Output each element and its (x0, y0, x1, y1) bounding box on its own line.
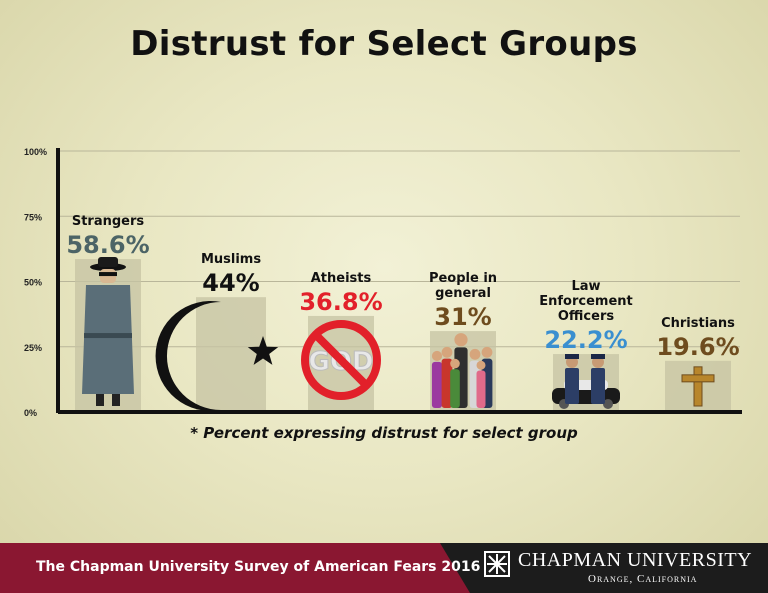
survey-title: The Chapman University Survey of America… (36, 559, 481, 575)
grid-lines (58, 150, 740, 348)
category-label: People in (429, 271, 497, 286)
axes: 0% 25% 50% 75% 100% (24, 147, 742, 418)
no-god-sign-icon: GOD (301, 320, 381, 400)
footer-band (0, 543, 470, 593)
svg-text:GOD: GOD (308, 347, 373, 377)
category-label: Enforcement (539, 294, 633, 309)
crescent-star-icon (155, 301, 279, 412)
value-label: 22.2% (544, 326, 627, 354)
category-label: Christians (661, 316, 735, 331)
chart-title: Distrust for Select Groups (130, 24, 638, 64)
footnote: * Percent expressing distrust for select… (190, 424, 578, 442)
y-tick-label: 0% (24, 408, 37, 418)
data-labels: 58.6% Strangers 44% Muslims 36.8% Atheists 31%… (66, 214, 739, 361)
category-label: Atheists (311, 271, 372, 286)
spy-figure-icon (82, 257, 134, 406)
category-label: general (435, 286, 491, 301)
y-tick-label: 100% (24, 147, 47, 157)
y-tick-label: 25% (24, 343, 42, 353)
category-label: Officers (558, 309, 614, 324)
category-label: Strangers (72, 214, 145, 229)
category-label: Law (571, 279, 600, 294)
value-label: 36.8% (299, 288, 382, 316)
value-label: 19.6% (656, 333, 739, 361)
crowd-people-icon (431, 333, 493, 408)
value-label: 44% (202, 269, 259, 297)
university-name: CHAPMAN UNIVERSITY (518, 549, 753, 571)
bar (196, 297, 266, 412)
university-logo-icon (484, 551, 510, 577)
y-tick-label: 50% (24, 278, 42, 288)
police-car-icon (552, 354, 620, 409)
bar-icons: GOD (82, 257, 715, 412)
cross-icon (681, 366, 715, 407)
bar-chart: GOD 58.6% Strangers 44% Muslims 36.8% Atheist… (24, 147, 742, 418)
university-location: Orange, California (588, 573, 698, 585)
value-label: 31% (434, 303, 491, 331)
category-label: Muslims (201, 252, 261, 267)
footer-bar: The Chapman University Survey of America… (0, 543, 768, 593)
y-tick-label: 75% (24, 212, 42, 222)
value-label: 58.6% (66, 231, 149, 259)
